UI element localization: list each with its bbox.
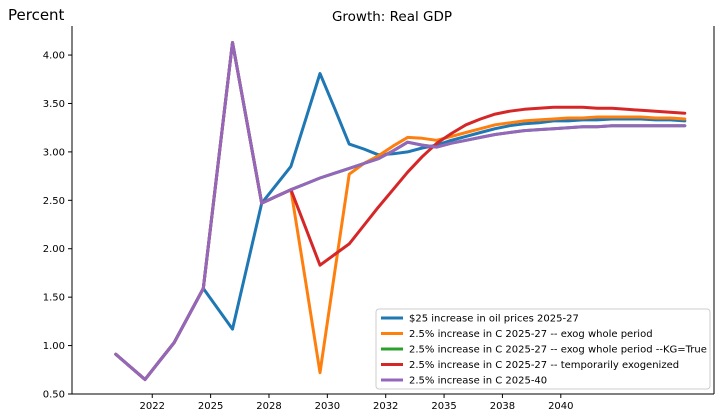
x-tick-label: 2025	[198, 401, 223, 412]
legend-label-5: 2.5% increase in C 2025-40	[409, 376, 547, 387]
x-tick-label: 2030	[315, 401, 340, 412]
x-ticks: 2022 2025 2028 2030 2032 2035 2038 2040	[140, 394, 574, 412]
y-tick-label: 0.50	[43, 390, 65, 401]
plot-area	[114, 41, 687, 381]
x-tick-label: 2022	[140, 401, 165, 412]
y-ticks: 0.50 1.00 1.50 2.00 2.50 3.00 3.50 4.00	[43, 51, 72, 401]
axes	[71, 26, 715, 395]
y-tick-label: 2.50	[43, 196, 65, 207]
x-tick-label: 2028	[256, 401, 281, 412]
y-tick-label: 2.00	[43, 244, 65, 255]
x-tick-label: 2035	[431, 401, 456, 412]
legend-label-4: 2.5% increase in C 2025-27 -- temporaril…	[409, 360, 679, 371]
legend-label-1: $25 increase in oil prices 2025-27	[409, 314, 579, 325]
legend-box	[375, 308, 711, 390]
x-tick-label: 2038	[490, 401, 515, 412]
series-line-5	[114, 41, 687, 381]
legend-label-2: 2.5% increase in C 2025-27 -- exog whole…	[409, 329, 653, 340]
series-line-1	[114, 72, 687, 381]
legend-label-3: 2.5% increase in C 2025-27 -- exog whole…	[409, 345, 707, 356]
y-tick-label: 1.50	[43, 293, 65, 304]
x-tick-label: 2040	[548, 401, 573, 412]
y-tick-label: 1.00	[43, 341, 65, 352]
y-axis-title: Percent	[8, 6, 65, 24]
x-tick-label: 2032	[373, 401, 398, 412]
chart-title: Growth: Real GDP	[332, 9, 452, 25]
y-tick-label: 4.00	[43, 51, 65, 62]
legend: $25 increase in oil prices 2025-27 2.5% i…	[375, 308, 711, 390]
y-tick-label: 3.50	[43, 99, 65, 110]
y-tick-label: 3.00	[43, 147, 65, 158]
